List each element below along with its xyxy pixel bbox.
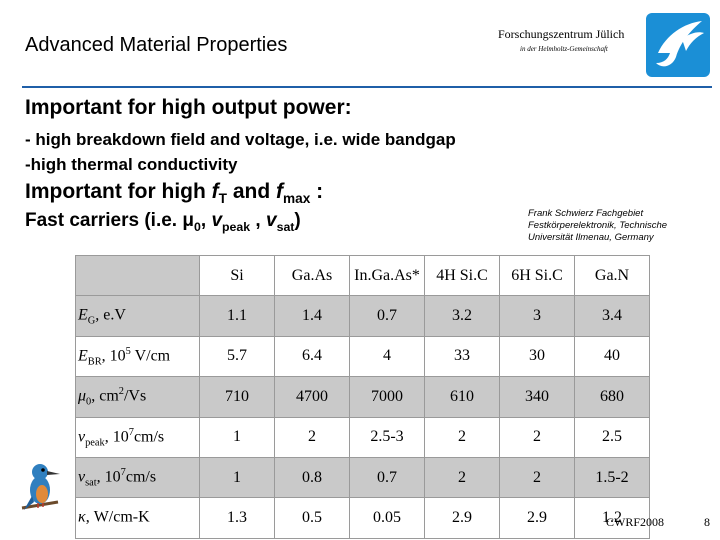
heading-ft-fmax: Important for high fT and fmax : bbox=[25, 180, 324, 207]
table-cell: 680 bbox=[574, 376, 650, 418]
row-label-part: /Vs bbox=[123, 387, 147, 405]
table-cell: 2.5-3 bbox=[349, 416, 425, 458]
table-cell: 340 bbox=[499, 376, 575, 418]
table-cell: 7000 bbox=[349, 376, 425, 418]
row-label-part: v bbox=[78, 427, 86, 445]
table-cell: 2 bbox=[499, 416, 575, 458]
table-cell: 3 bbox=[499, 295, 575, 337]
table-cell: 0.7 bbox=[349, 456, 425, 499]
kingfisher-bird-icon bbox=[21, 464, 60, 510]
table-cell: 1 bbox=[199, 416, 275, 458]
table-cell: 2 bbox=[424, 456, 500, 499]
column-header: Ga.N bbox=[574, 254, 650, 297]
row-label-part: E bbox=[78, 347, 88, 365]
row-label-part: , cm bbox=[91, 387, 119, 405]
table-row: κ, W/cm-K 1.3 0.5 0.05 2.9 2.9 1.2 bbox=[75, 497, 650, 539]
bullet-thermal-conductivity: -high thermal conductivity bbox=[25, 155, 238, 174]
row-label-part: sat bbox=[85, 477, 97, 489]
row-label-part: , W/cm-K bbox=[85, 508, 150, 526]
citation: Frank Schwierz Fachgebiet Festkörperelek… bbox=[528, 208, 708, 244]
table-cell: 1.3 bbox=[199, 497, 275, 539]
row-label-part: μ bbox=[78, 387, 87, 405]
fz-juelich-logo-icon bbox=[646, 13, 710, 77]
table-corner-cell bbox=[75, 254, 200, 297]
table-cell: 40 bbox=[574, 335, 650, 378]
row-label: κ, W/cm-K bbox=[75, 497, 200, 539]
material-properties-table: Si Ga.As In.Ga.As* 4H Si.C 6H Si.C Ga.N … bbox=[75, 254, 650, 539]
table-cell: 0.5 bbox=[274, 497, 350, 539]
table-row: vpeak, 107cm/s 1 2 2.5-3 2 2 2.5 bbox=[75, 416, 650, 458]
header-divider bbox=[22, 86, 712, 88]
column-header: 6H Si.C bbox=[499, 254, 575, 297]
heading-output-power: Important for high output power: bbox=[25, 96, 352, 119]
org-name: Forschungszentrum Jülich bbox=[498, 27, 625, 41]
row-label-part: 0 bbox=[86, 396, 92, 408]
table-cell: 3.4 bbox=[574, 295, 650, 337]
table-cell: 30 bbox=[499, 335, 575, 378]
table-cell: 1.5-2 bbox=[574, 456, 650, 499]
row-label: μ0, cm2/Vs bbox=[75, 376, 200, 418]
table-cell: 1.4 bbox=[274, 295, 350, 337]
table-cell: 0.05 bbox=[349, 497, 425, 539]
row-label-part: , 10 bbox=[101, 347, 126, 365]
row-label-part: 7 bbox=[128, 426, 134, 438]
table-cell: 1.1 bbox=[199, 295, 275, 337]
org-subtitle: in der Helmholtz-Gemeinschaft bbox=[520, 45, 608, 53]
row-label-part: , 10 bbox=[96, 468, 121, 486]
row-label: vpeak, 107cm/s bbox=[75, 416, 200, 458]
table-cell: 4 bbox=[349, 335, 425, 378]
table-cell: 1.2 bbox=[574, 497, 650, 539]
row-label-part: peak bbox=[85, 437, 105, 449]
column-header: Ga.As bbox=[274, 254, 350, 297]
column-header: In.Ga.As* bbox=[349, 254, 425, 297]
table-cell: 710 bbox=[199, 376, 275, 418]
row-label-part: cm/s bbox=[133, 427, 165, 445]
table-cell: 3.2 bbox=[424, 295, 500, 337]
row-label-part: v bbox=[78, 468, 86, 486]
row-label-part: G bbox=[87, 315, 96, 327]
table-row: EBR, 105 V/cm 5.7 6.4 4 33 30 40 bbox=[75, 335, 650, 378]
heading-fast-carriers: Fast carriers (i.e. μ0, vpeak , vsat) bbox=[25, 210, 301, 234]
row-label-part: E bbox=[78, 306, 88, 324]
table-cell: 2.9 bbox=[499, 497, 575, 539]
table-cell: 2.5 bbox=[574, 416, 650, 458]
row-label-part: cm/s bbox=[125, 468, 157, 486]
table-cell: 2 bbox=[424, 416, 500, 458]
table-row: EG, e.V 1.1 1.4 0.7 3.2 3 3.4 bbox=[75, 295, 650, 337]
row-label-part: , 10 bbox=[104, 427, 129, 445]
column-header: 4H Si.C bbox=[424, 254, 500, 297]
row-label-part: κ bbox=[78, 508, 86, 526]
page-number: 8 bbox=[704, 515, 710, 529]
table-cell: 2 bbox=[499, 456, 575, 499]
table-row: vsat, 107cm/s 1 0.8 0.7 2 2 1.5-2 bbox=[75, 456, 650, 499]
row-label-part: 2 bbox=[118, 386, 124, 398]
row-label: vsat, 107cm/s bbox=[75, 456, 200, 499]
table-row: μ0, cm2/Vs 710 4700 7000 610 340 680 bbox=[75, 376, 650, 418]
citation-line: Festkörperelektronik, Technische bbox=[528, 220, 668, 231]
bullet-breakdown-field: - high breakdown field and voltage, i.e.… bbox=[25, 130, 456, 149]
row-label-part: 7 bbox=[120, 466, 126, 478]
table-cell: 6.4 bbox=[274, 335, 350, 378]
table-cell: 0.8 bbox=[274, 456, 350, 499]
table-header-row: Si Ga.As In.Ga.As* 4H Si.C 6H Si.C Ga.N bbox=[75, 254, 650, 297]
row-label-part: , e.V bbox=[95, 306, 126, 324]
slide-title: Advanced Material Properties bbox=[25, 34, 288, 56]
row-label: EBR, 105 V/cm bbox=[75, 335, 200, 378]
table-cell: 1 bbox=[199, 456, 275, 499]
citation-line: Frank Schwierz Fachgebiet bbox=[528, 208, 644, 219]
footer-conference: CWRF2008 bbox=[606, 515, 665, 529]
table-cell: 2 bbox=[274, 416, 350, 458]
table-cell: 5.7 bbox=[199, 335, 275, 378]
row-label-part: BR bbox=[87, 356, 102, 368]
table-cell: 610 bbox=[424, 376, 500, 418]
column-header: Si bbox=[199, 254, 275, 297]
table-cell: 2.9 bbox=[424, 497, 500, 539]
row-label: EG, e.V bbox=[75, 295, 200, 337]
table-cell: 0.7 bbox=[349, 295, 425, 337]
row-label-part: V/cm bbox=[130, 347, 171, 365]
table-cell: 4700 bbox=[274, 376, 350, 418]
citation-line: Universität Ilmenau, Germany bbox=[528, 232, 654, 243]
table-cell: 33 bbox=[424, 335, 500, 378]
row-label-part: 5 bbox=[125, 345, 131, 357]
